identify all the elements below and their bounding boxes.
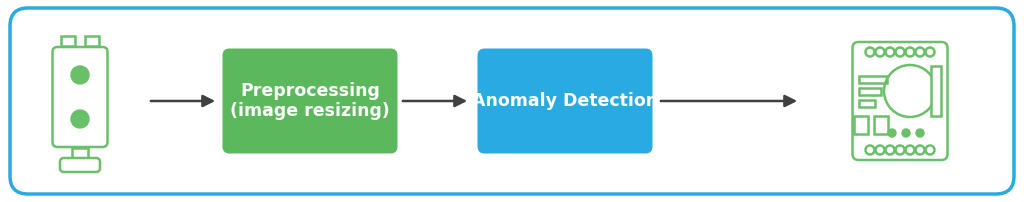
FancyBboxPatch shape bbox=[10, 8, 1014, 194]
Circle shape bbox=[916, 129, 924, 137]
Circle shape bbox=[71, 66, 89, 84]
FancyBboxPatch shape bbox=[52, 47, 108, 147]
Text: Preprocessing
(image resizing): Preprocessing (image resizing) bbox=[230, 82, 390, 120]
FancyBboxPatch shape bbox=[72, 148, 88, 160]
FancyBboxPatch shape bbox=[853, 116, 867, 134]
FancyBboxPatch shape bbox=[222, 48, 397, 154]
FancyBboxPatch shape bbox=[60, 158, 100, 172]
FancyBboxPatch shape bbox=[853, 42, 947, 160]
Circle shape bbox=[902, 129, 910, 137]
FancyBboxPatch shape bbox=[873, 116, 888, 134]
FancyBboxPatch shape bbox=[931, 66, 940, 116]
FancyBboxPatch shape bbox=[61, 36, 75, 46]
FancyBboxPatch shape bbox=[477, 48, 652, 154]
Text: Anomaly Detection: Anomaly Detection bbox=[472, 92, 658, 110]
Circle shape bbox=[71, 110, 89, 128]
FancyBboxPatch shape bbox=[858, 87, 881, 95]
Circle shape bbox=[888, 129, 896, 137]
FancyBboxPatch shape bbox=[858, 76, 887, 82]
FancyBboxPatch shape bbox=[85, 36, 99, 46]
FancyBboxPatch shape bbox=[858, 100, 874, 106]
